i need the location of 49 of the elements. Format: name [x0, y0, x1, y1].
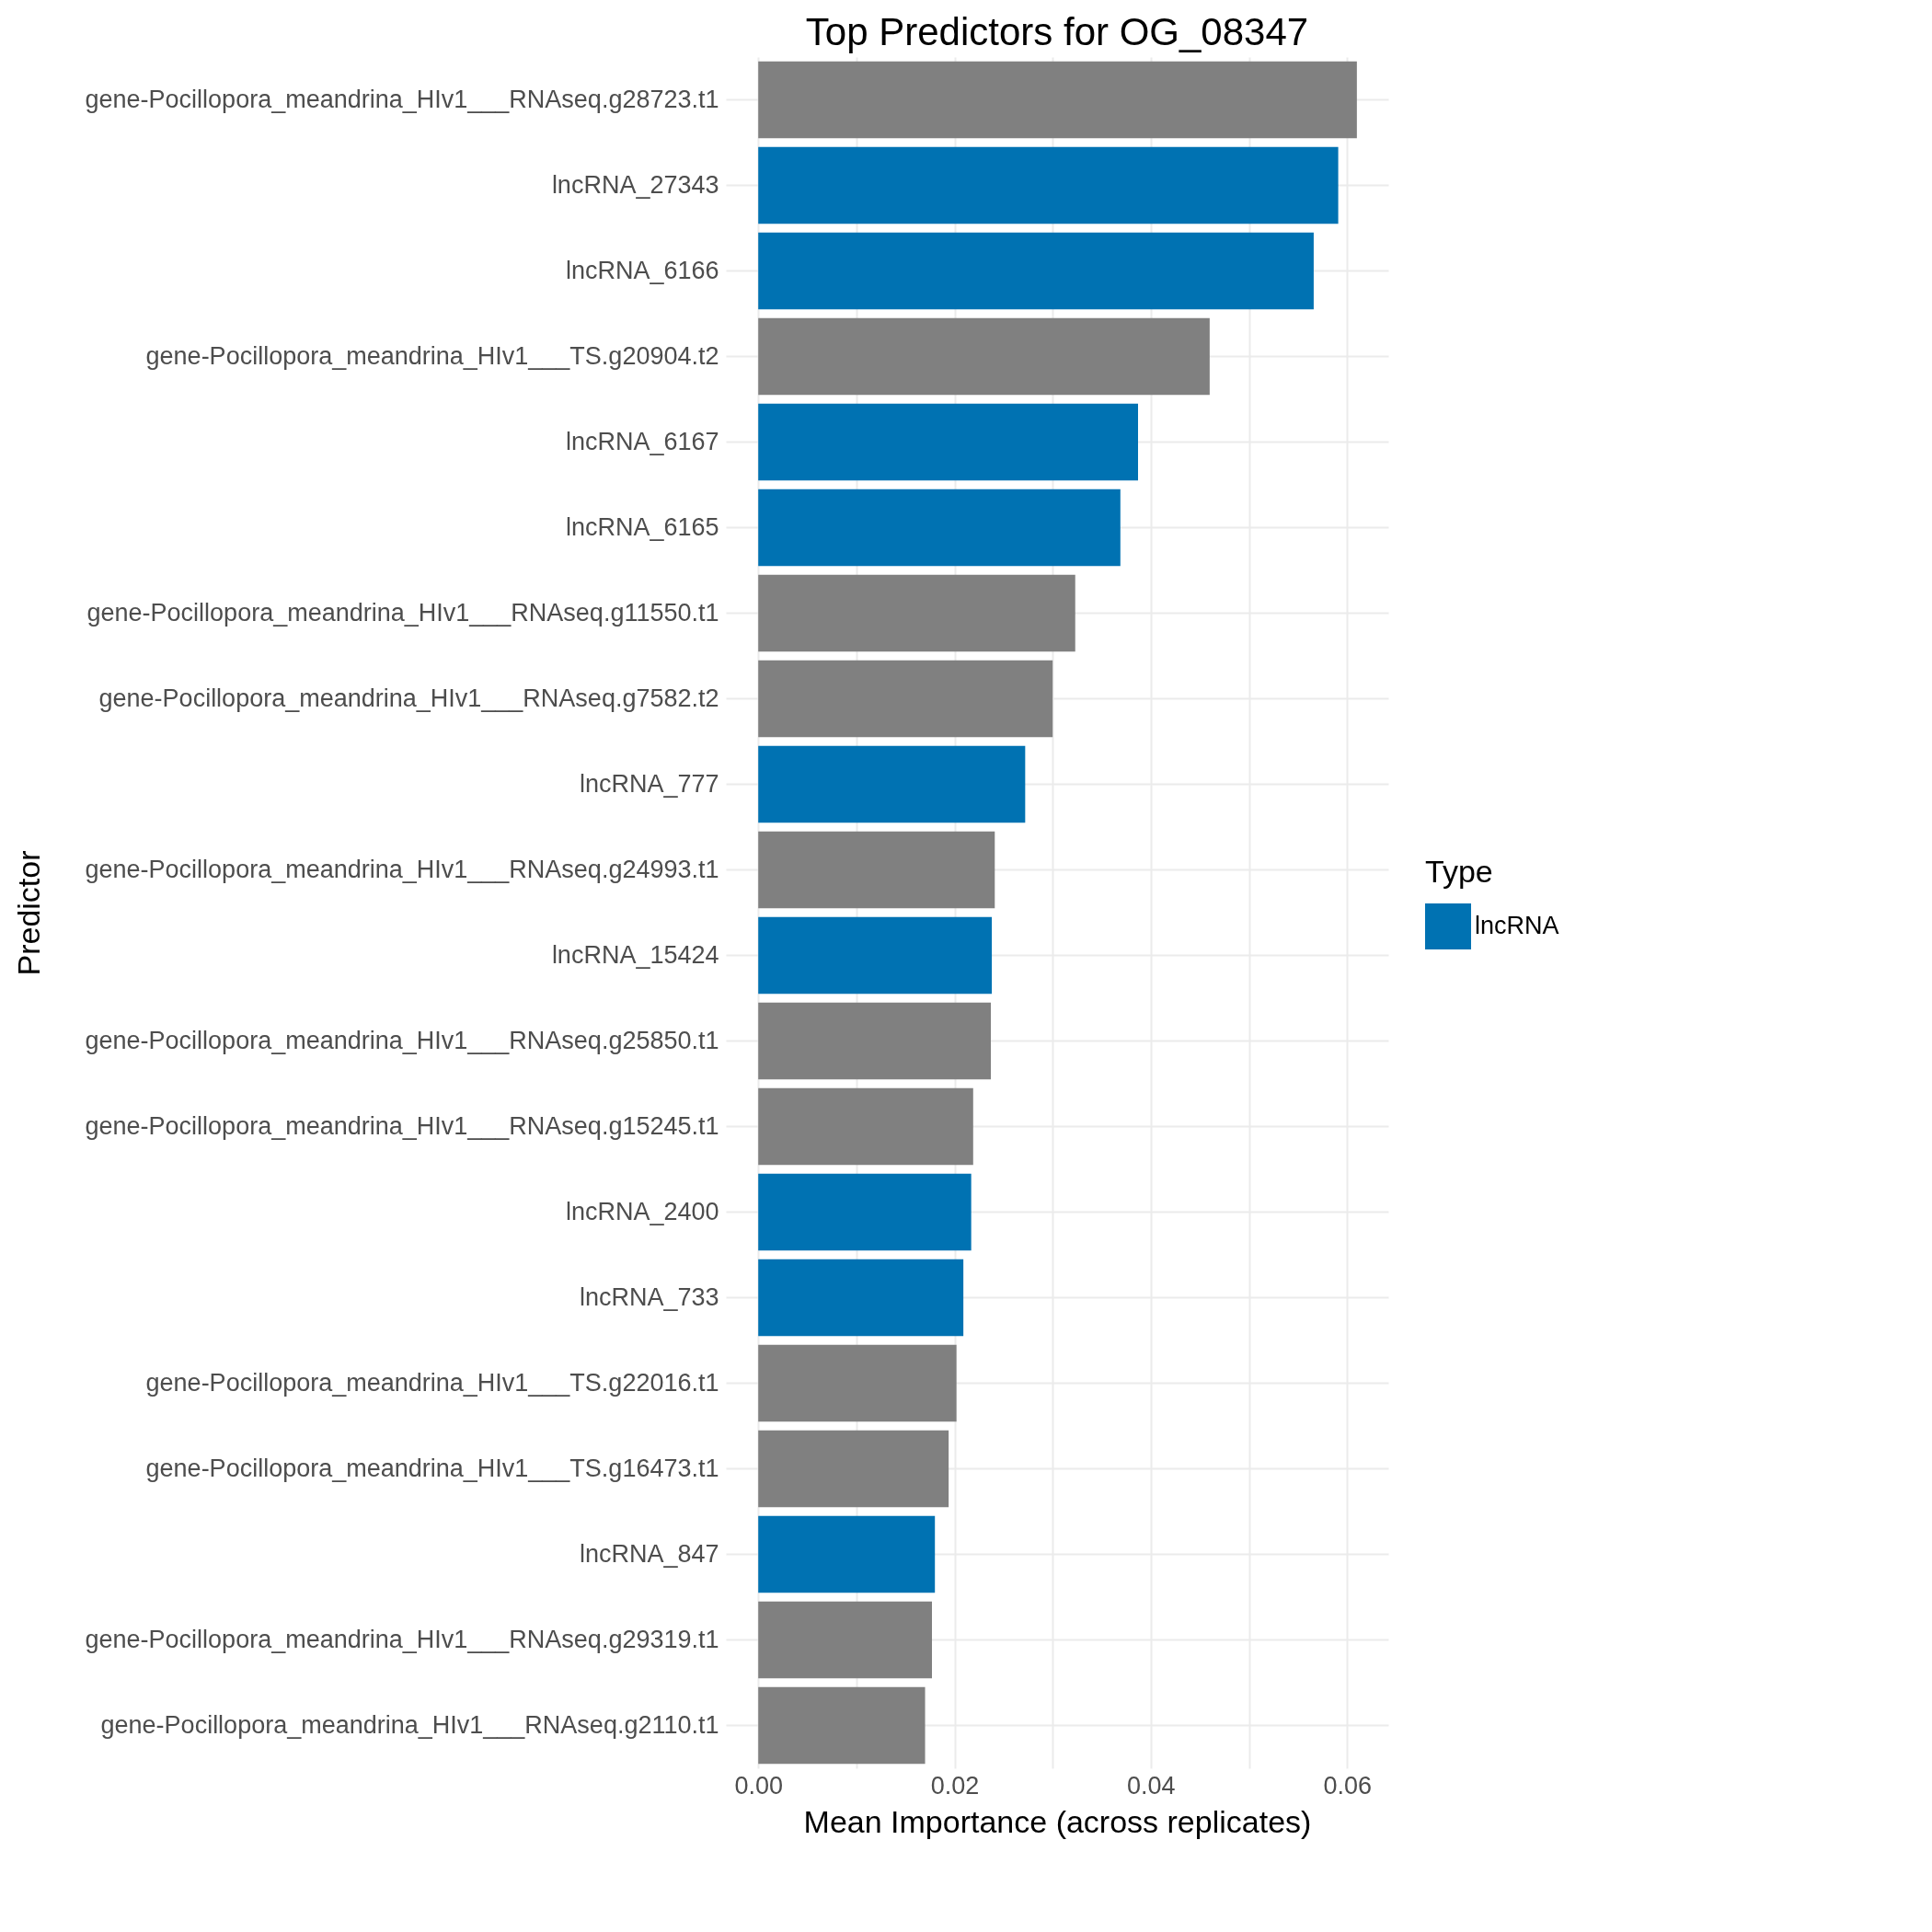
- bar: [758, 146, 1339, 224]
- y-tick-label: lncRNA_733: [579, 1282, 719, 1311]
- y-tick-label: lncRNA_847: [579, 1539, 719, 1568]
- y-tick-label: lncRNA_15424: [551, 940, 719, 969]
- bar: [758, 61, 1357, 139]
- bar: [758, 1430, 949, 1508]
- bar: [758, 403, 1138, 481]
- bar: [758, 745, 1026, 823]
- legend-label: lncRNA: [1475, 912, 1559, 939]
- bar: [758, 489, 1121, 567]
- x-tick-label: 0.06: [1323, 1771, 1372, 1800]
- y-tick-label: lncRNA_6165: [565, 512, 719, 541]
- y-tick-label: lncRNA_777: [579, 769, 719, 798]
- y-tick-label: gene-Pocillopora_meandrina_HIv1___TS.g20904.t2: [145, 341, 719, 370]
- y-tick-label: gene-Pocillopora_meandrina_HIv1___RNAseq.g7582.t2: [98, 684, 719, 712]
- bar: [758, 317, 1210, 396]
- x-tick-label: 0.02: [930, 1771, 980, 1800]
- y-tick-label: gene-Pocillopora_meandrina_HIv1___RNAseq.g25850.t1: [85, 1026, 719, 1054]
- y-tick-label: gene-Pocillopora_meandrina_HIv1___RNAseq.g29319.t1: [85, 1625, 719, 1653]
- bar: [758, 1515, 936, 1593]
- y-tick-label: lncRNA_2400: [565, 1197, 719, 1225]
- y-axis-title: Predictor: [10, 850, 46, 976]
- bar: [758, 574, 1075, 652]
- chart-title: Top Predictors for OG_08347: [805, 10, 1309, 53]
- x-tick-label: 0.04: [1127, 1771, 1176, 1800]
- bar: [758, 1344, 957, 1422]
- bar: [758, 1002, 991, 1080]
- legend-title: Type: [1425, 854, 1493, 889]
- x-axis-title: Mean Importance (across replicates): [803, 1803, 1312, 1839]
- bar: [758, 831, 995, 909]
- bar: [758, 1173, 972, 1251]
- y-tick-label: gene-Pocillopora_meandrina_HIv1___TS.g16473.t1: [145, 1454, 719, 1482]
- bar: [758, 232, 1314, 310]
- y-tick-label: gene-Pocillopora_meandrina_HIv1___TS.g22016.t1: [145, 1368, 719, 1397]
- y-tick-label: lncRNA_27343: [551, 170, 719, 199]
- bar: [758, 1259, 964, 1337]
- y-tick-label: lncRNA_6166: [565, 256, 719, 284]
- y-tick-label: gene-Pocillopora_meandrina_HIv1___RNAseq.g2110.t1: [100, 1710, 719, 1739]
- y-tick-label: gene-Pocillopora_meandrina_HIv1___RNAseq.g15245.t1: [85, 1111, 719, 1140]
- bar: [758, 916, 993, 995]
- y-tick-label: gene-Pocillopora_meandrina_HIv1___RNAseq.g28723.t1: [85, 85, 719, 113]
- bar: [758, 1601, 932, 1679]
- bar: [758, 660, 1053, 738]
- bar: [758, 1087, 973, 1166]
- x-tick-label: 0.00: [734, 1771, 783, 1800]
- y-tick-label: gene-Pocillopora_meandrina_HIv1___RNAseq.g24993.t1: [85, 855, 719, 883]
- bar: [758, 1686, 926, 1765]
- y-tick-label: gene-Pocillopora_meandrina_HIv1___RNAseq.g11550.t1: [86, 598, 719, 627]
- y-tick-label: lncRNA_6167: [565, 427, 719, 455]
